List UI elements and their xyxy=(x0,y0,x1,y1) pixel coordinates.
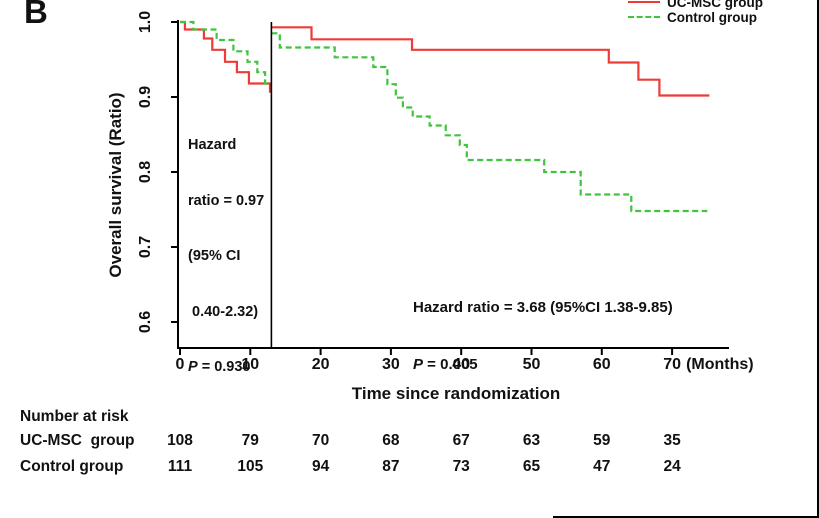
control-line-icon xyxy=(628,16,660,18)
survival-curve-ucmsc xyxy=(271,26,710,97)
risk-count: 47 xyxy=(593,458,611,475)
risk-table-title: Number at risk xyxy=(20,408,129,425)
legend-item-control: Control group xyxy=(628,9,763,25)
risk-row-label-control: Control group xyxy=(20,458,124,475)
legend-label-control: Control group xyxy=(667,9,757,25)
risk-count: 79 xyxy=(241,432,259,449)
risk-count: 65 xyxy=(522,458,541,475)
survival-curve-control xyxy=(271,32,708,213)
legend-label-ucmsc: UC-MSC group xyxy=(667,0,763,10)
y-tick-label: 0.8 xyxy=(137,160,154,184)
annotation-p-line: P = 0.930 xyxy=(188,359,251,375)
x-tick-label: 70 xyxy=(663,356,681,373)
ucmsc-line-icon xyxy=(628,1,660,3)
risk-count: 59 xyxy=(593,432,611,449)
axes xyxy=(171,20,729,355)
hazard-ratio-annotation-late: Hazard ratio = 3.68 (95%CI 1.38-9.85) P … xyxy=(413,260,673,412)
annotation-line: 0.40-2.32) xyxy=(188,303,259,320)
hazard-ratio-annotation-early: Hazard ratio = 0.97 (95% CI 0.40-2.32) P… xyxy=(188,99,264,414)
x-axis-unit-label: (Months) xyxy=(686,356,754,373)
risk-count: 68 xyxy=(382,432,400,449)
risk-row-label-ucmsc: UC-MSC group xyxy=(20,432,135,449)
annotation-line: Hazard xyxy=(188,137,237,153)
y-axis-title: Overall survival (Ratio) xyxy=(106,92,125,278)
survival-curve-control xyxy=(180,20,272,85)
panel-label: B xyxy=(24,0,48,30)
risk-count: 63 xyxy=(522,432,541,449)
risk-count: 108 xyxy=(167,432,193,449)
annotation-p-line: P = 0.005 xyxy=(413,356,478,373)
risk-count: 73 xyxy=(452,458,470,475)
risk-count: 70 xyxy=(311,432,330,449)
annotation-line: Hazard ratio = 3.68 (95%CI 1.38-9.85) xyxy=(413,299,673,316)
y-tick-label: 1.0 xyxy=(137,10,154,34)
survival-curve-ucmsc xyxy=(180,20,272,93)
x-tick-label: 40 xyxy=(452,356,471,373)
x-tick-label: 20 xyxy=(311,356,330,373)
legend: UC-MSC group Control group xyxy=(628,0,763,25)
risk-count: 24 xyxy=(663,458,681,475)
risk-count: 111 xyxy=(167,458,193,475)
risk-count: 105 xyxy=(237,458,264,475)
x-tick-label: 30 xyxy=(381,356,400,373)
x-tick-label: 0 xyxy=(175,356,185,373)
risk-count: 35 xyxy=(663,432,681,449)
legend-item-ucmsc: UC-MSC group xyxy=(628,0,763,10)
risk-count: 94 xyxy=(311,458,330,475)
y-tick-label: 0.9 xyxy=(137,85,154,109)
x-axis-title: Time since randomization xyxy=(351,384,561,403)
figure-right-border xyxy=(817,0,819,518)
risk-count: 67 xyxy=(452,432,470,449)
x-tick-label: 50 xyxy=(522,356,541,373)
annotation-line: (95% CI xyxy=(188,248,241,264)
risk-count: 87 xyxy=(382,458,400,475)
annotation-line: ratio = 0.97 xyxy=(188,192,265,209)
x-tick-label: 60 xyxy=(592,356,611,373)
x-tick-label: 10 xyxy=(241,356,260,373)
y-tick-label: 0.6 xyxy=(137,310,154,334)
figure-bottom-border xyxy=(553,516,819,518)
y-tick-label: 0.7 xyxy=(137,235,154,259)
